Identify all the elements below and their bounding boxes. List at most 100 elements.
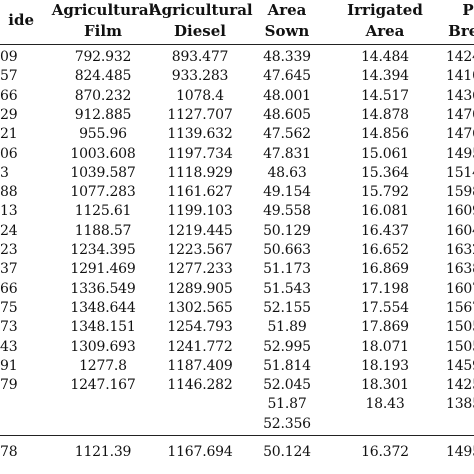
cell-area-sown: 48.63	[267, 164, 307, 181]
cell-breeding: 1495	[446, 145, 474, 162]
header-col-2-line-2: Diesel	[174, 22, 226, 40]
cell-agricultural-diesel: 1254.793	[167, 319, 233, 336]
cell-breeding: 1436	[446, 87, 474, 104]
cell-irrigated-area: 16.081	[361, 203, 409, 220]
cell-area-sown: 47.562	[263, 126, 311, 143]
cell-id: 73	[0, 319, 18, 336]
cell-agricultural-diesel: 1219.445	[167, 222, 233, 239]
cell-irrigated-area: 16.437	[361, 222, 409, 239]
cell-id: 88	[0, 184, 18, 201]
cell-breeding: 1604	[446, 222, 474, 239]
cell-breeding: 1476	[446, 126, 474, 143]
cell-breeding: 1410	[446, 68, 474, 85]
cell-agricultural-film: 1348.644	[70, 299, 136, 316]
cell-agricultural-diesel: 1078.4	[176, 87, 224, 104]
cell-agricultural-film: 955.96	[79, 126, 127, 143]
cell-id: 66	[0, 87, 18, 104]
cell-agricultural-film: 1188.57	[74, 222, 132, 239]
cell-breeding: 1495	[446, 444, 474, 460]
cell-irrigated-area: 14.484	[361, 49, 409, 65]
cell-agricultural-film: 1309.693	[70, 338, 136, 355]
header-col-5-line-2: Bree	[448, 22, 474, 40]
cell-agricultural-diesel: 933.283	[171, 68, 229, 85]
cell-id: 66	[0, 280, 18, 297]
cell-irrigated-area: 18.301	[361, 377, 409, 394]
cell-agricultural-diesel: 1146.282	[167, 377, 233, 394]
cell-agricultural-film: 1003.608	[70, 145, 136, 162]
cell-breeding: 1514	[446, 164, 474, 181]
cell-area-sown: 49.154	[263, 184, 311, 201]
cell-agricultural-diesel: 1127.707	[167, 106, 233, 123]
cell-agricultural-film: 912.885	[74, 106, 132, 123]
cell-breeding: 1638	[446, 261, 474, 278]
cell-agricultural-diesel: 1289.905	[167, 280, 233, 297]
cell-id: 3	[0, 164, 9, 181]
cell-area-sown: 49.558	[263, 203, 311, 220]
cell-agricultural-film: 1277.8	[79, 357, 127, 374]
header-col-0: ide	[0, 0, 34, 31]
cell-area-sown: 48.339	[263, 49, 311, 65]
cell-agricultural-diesel: 1277.233	[167, 261, 233, 278]
cell-area-sown: 51.814	[263, 357, 311, 374]
cell-agricultural-film: 792.932	[74, 49, 132, 65]
cell-breeding: 1505	[446, 319, 474, 336]
cell-irrigated-area: 14.394	[361, 68, 409, 85]
cell-id: 78	[0, 444, 18, 460]
cell-agricultural-film: 1348.151	[70, 319, 136, 336]
cell-agricultural-film: 1247.167	[70, 377, 136, 394]
header-col-0-line-1: ide	[8, 11, 34, 29]
cell-breeding: 1505	[446, 338, 474, 355]
header-rule	[0, 44, 474, 45]
header-col-3-line-1: Area	[267, 1, 307, 19]
cell-id: 57	[0, 68, 18, 85]
cell-irrigated-area: 15.061	[361, 145, 409, 162]
cell-agricultural-diesel: 1161.627	[167, 184, 233, 201]
cell-area-sown: 51.173	[263, 261, 311, 278]
cell-breeding: 1609	[446, 203, 474, 220]
cell-id: 75	[0, 299, 18, 316]
cell-irrigated-area: 14.856	[361, 126, 409, 143]
cell-area-sown: 51.89	[267, 319, 307, 336]
cell-irrigated-area: 14.517	[361, 87, 409, 104]
cell-agricultural-film: 1121.39	[74, 444, 132, 460]
cell-agricultural-diesel: 1167.694	[167, 444, 233, 460]
cell-area-sown: 50.124	[263, 444, 311, 460]
cell-agricultural-diesel: 1187.409	[167, 357, 233, 374]
cell-area-sown: 48.605	[263, 106, 311, 123]
header-col-4-line-1: Irrigated	[347, 1, 423, 19]
cell-agricultural-film: 1077.283	[70, 184, 136, 201]
cell-id: 23	[0, 242, 18, 258]
cell-agricultural-diesel: 1223.567	[167, 242, 233, 258]
cell-irrigated-area: 15.792	[361, 184, 409, 201]
cell-irrigated-area: 18.071	[361, 338, 409, 355]
cell-area-sown: 52.155	[263, 299, 311, 316]
cell-irrigated-area: 18.43	[365, 396, 405, 413]
cell-area-sown: 52.356	[263, 415, 311, 432]
cell-id: 29	[0, 106, 18, 123]
cell-agricultural-film: 824.485	[74, 68, 132, 85]
header-col-4: Irrigated Area	[340, 0, 430, 42]
cell-irrigated-area: 16.372	[361, 444, 409, 460]
cell-agricultural-film: 1291.469	[70, 261, 136, 278]
cell-area-sown: 47.645	[263, 68, 311, 85]
cell-breeding: 1598	[446, 184, 474, 201]
cell-irrigated-area: 18.193	[361, 357, 409, 374]
cell-agricultural-diesel: 1118.929	[167, 164, 233, 181]
cell-agricultural-film: 1336.549	[70, 280, 136, 297]
header-col-3: Area Sown	[256, 0, 318, 42]
cell-irrigated-area: 16.869	[361, 261, 409, 278]
cell-agricultural-diesel: 1302.565	[167, 299, 233, 316]
cell-agricultural-film: 1125.61	[74, 203, 132, 220]
cell-area-sown: 51.543	[263, 280, 311, 297]
header-col-3-line-2: Sown	[264, 22, 310, 40]
header-col-2-line-1: Agricultural	[150, 1, 253, 19]
cell-area-sown: 50.129	[263, 222, 311, 239]
header-col-5: P Bree	[438, 0, 474, 42]
cell-breeding: 1424	[446, 49, 474, 65]
cell-breeding: 1459	[446, 357, 474, 374]
